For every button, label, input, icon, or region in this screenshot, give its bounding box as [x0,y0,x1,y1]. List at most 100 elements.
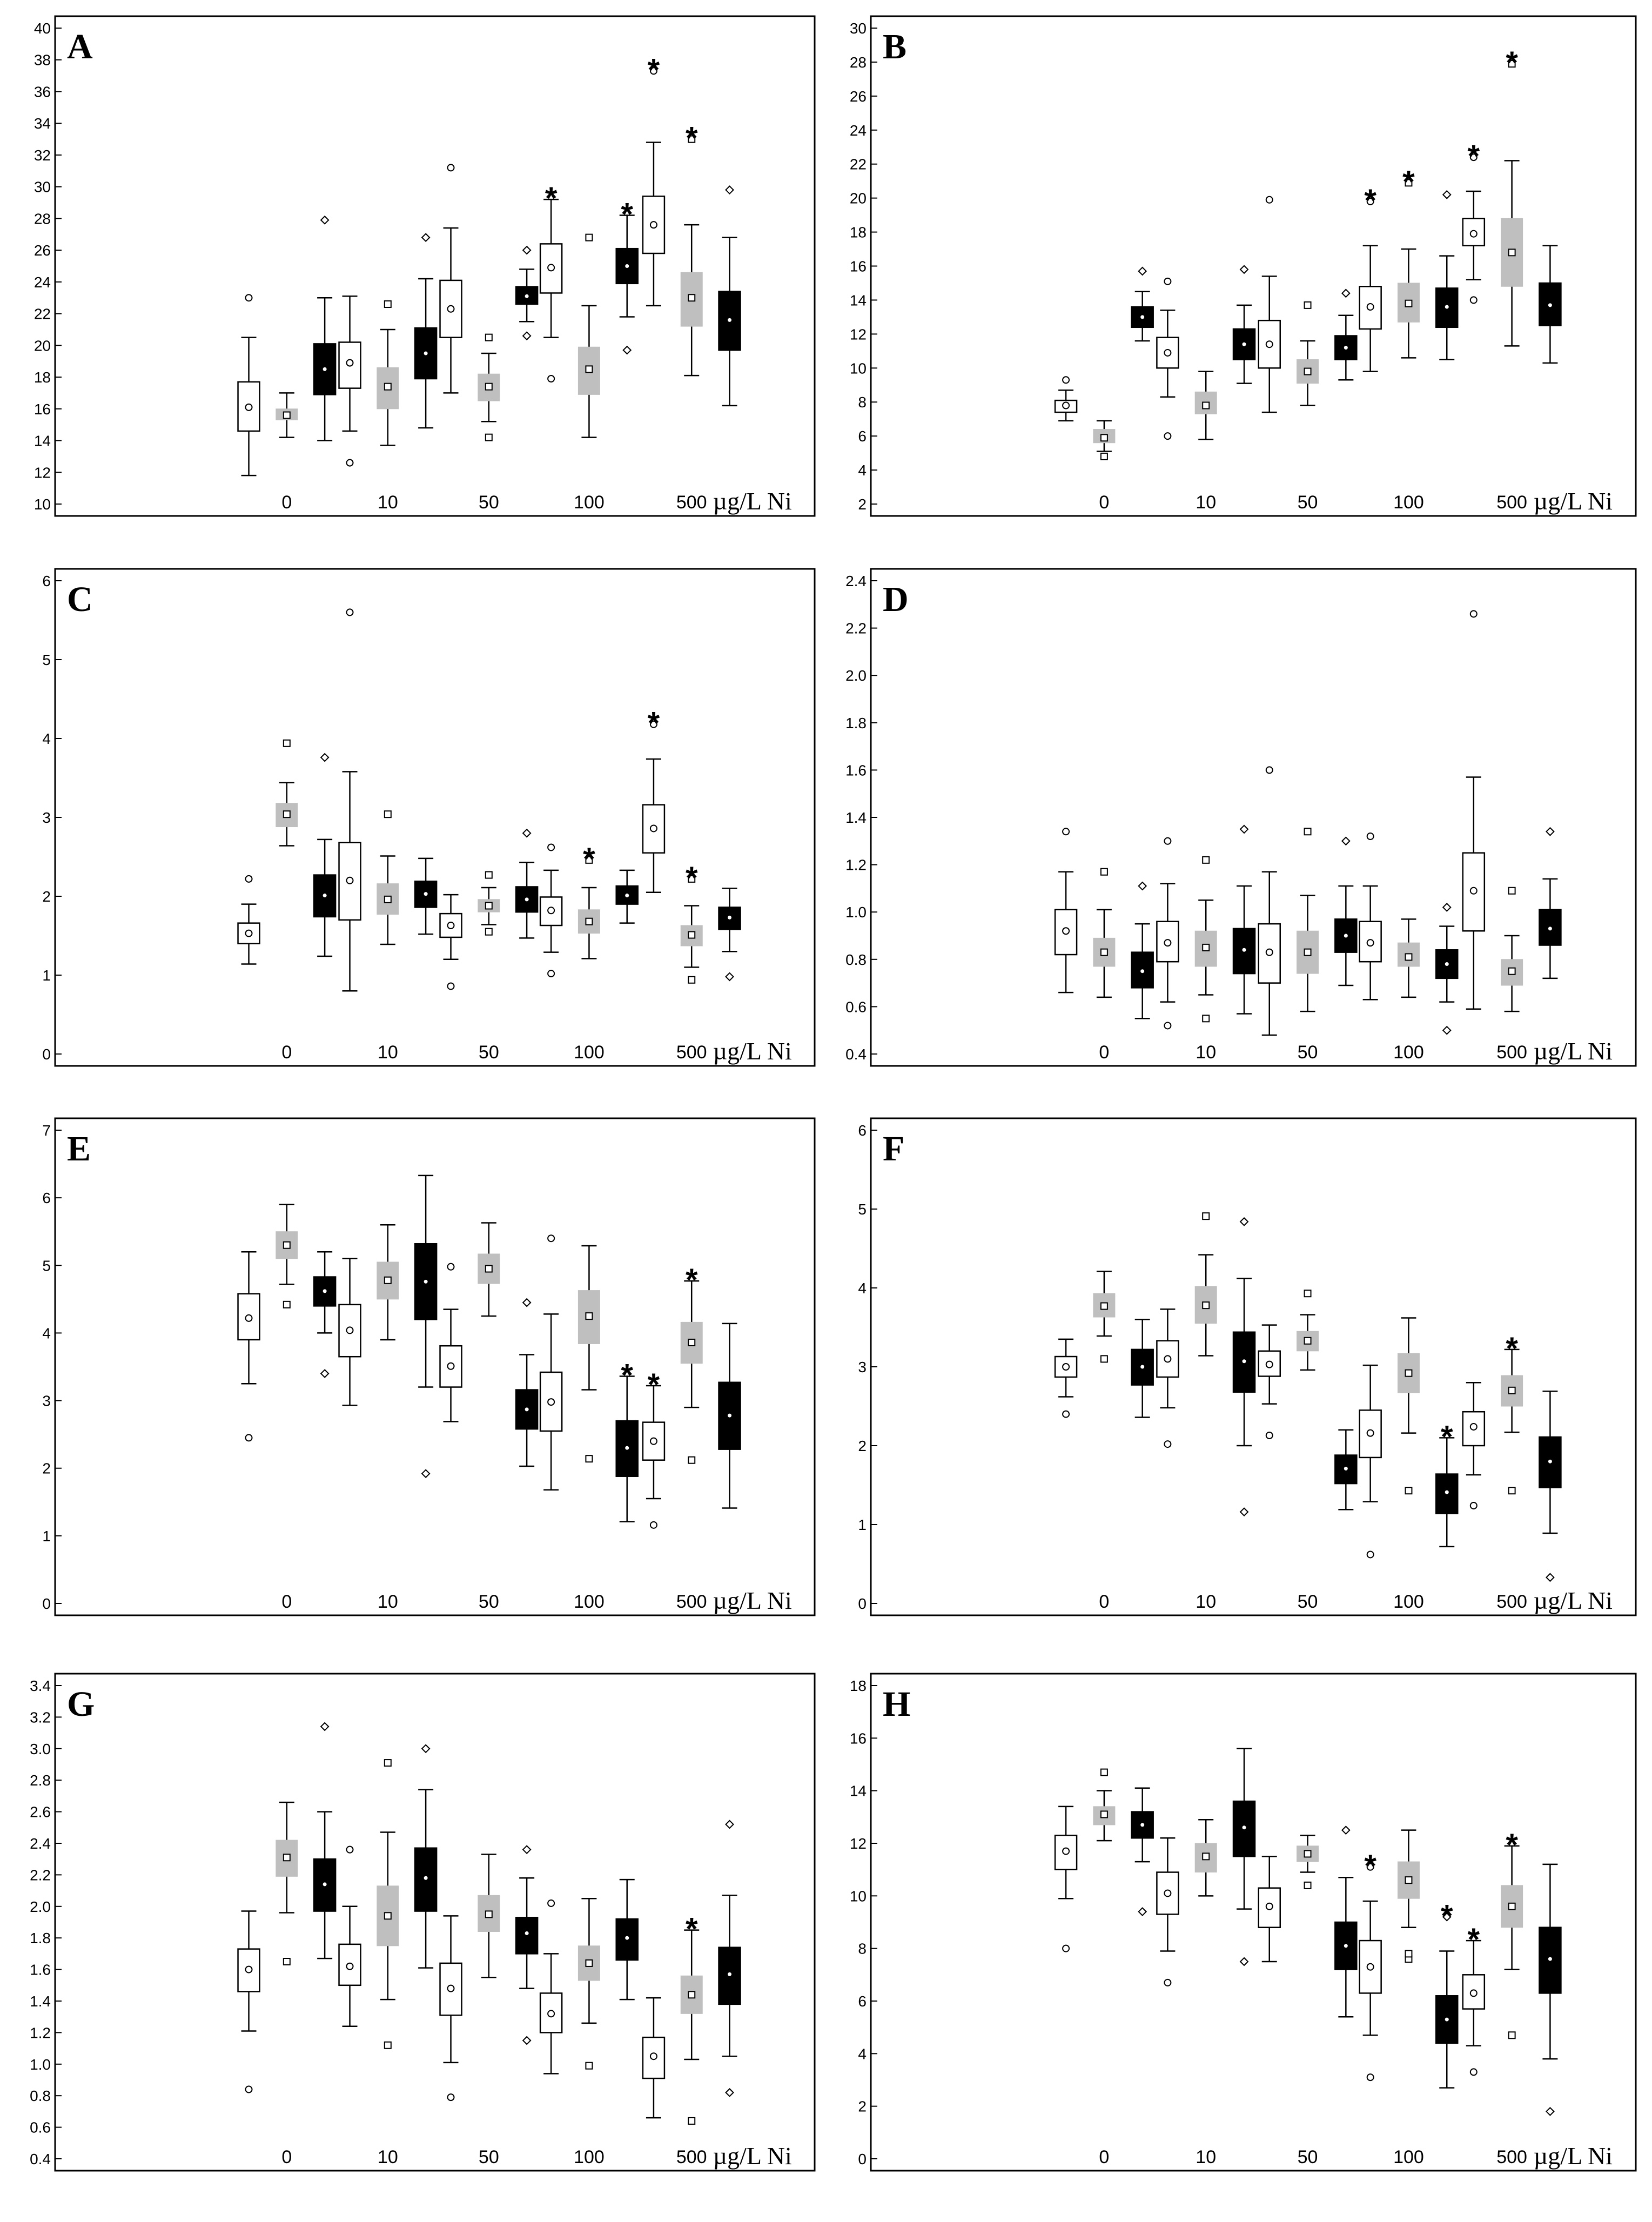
box-gray-100 [577,1897,600,2070]
box-gray-0 [276,739,298,847]
y-tick-label: 12 [850,326,867,343]
outlier-point [245,1434,253,1442]
box-open-50 [439,164,462,394]
outlier-point [688,1456,696,1464]
box-gray-10 [1194,371,1217,440]
outlier-point [1239,1957,1249,1966]
median-marker [1164,348,1172,357]
significance-asterisk: * [1441,1898,1453,1934]
median-marker [688,931,696,939]
outlier-point [1164,1022,1172,1030]
median-marker [485,902,493,910]
box-black-50 [1334,1429,1358,1511]
box-open-0 [1054,1338,1078,1418]
unit-label: µg/L Ni [1534,487,1613,515]
median-marker [728,1972,732,1976]
outlier-point [1508,2031,1516,2039]
category-label: 10 [1196,2147,1216,2167]
plot-frame [870,1673,1637,2172]
outlier-point [585,1455,593,1463]
significance-asterisk: * [545,181,558,216]
outlier-point [688,976,696,984]
outlier-point [1164,837,1172,845]
median-marker [1100,948,1108,956]
outlier-point [1366,833,1374,841]
box-open-50 [439,1263,462,1422]
panel-G: 0.4 0.6 0.8 1.0 1.2 1.4 1.6 1.8 2.0 2.2 2.4 2.6 2.8 3… [30,1673,816,2172]
y-tick-label: 4 [858,1280,867,1297]
median-marker [649,824,657,833]
median-marker [525,897,529,902]
significance-asterisk: * [648,706,660,741]
outlier-point [1100,1768,1108,1776]
median-marker [1344,1466,1348,1471]
median-marker [1062,927,1070,935]
outlier-point [688,135,696,143]
category-label: 500 [1496,2147,1527,2167]
median-marker [283,1241,291,1249]
box-gray-50 [1297,828,1319,1012]
box-open-10 [338,1258,361,1406]
category-label: 10 [378,492,398,513]
outlier-point [1138,1907,1147,1916]
outlier-point [1202,856,1210,864]
y-tick-label: 1 [42,1528,51,1545]
median-marker [585,1312,593,1320]
outlier-point [346,1845,354,1854]
outlier-point [688,875,696,883]
box-gray-0 [1093,1271,1116,1363]
y-tick-label: 2 [42,888,51,905]
median-marker [384,1276,392,1284]
box-gray-500: * [680,1912,703,2125]
box-black-10 [414,1174,438,1479]
category-label: 50 [479,1592,499,1612]
median-marker [547,2010,555,2018]
outlier-point [1508,1487,1516,1495]
median-marker [1366,939,1374,947]
category-label: 100 [574,492,605,513]
outlier-point [649,1521,657,1529]
box-gray-10 [1194,856,1217,1023]
category-label: 0 [281,2147,292,2167]
outlier-point [1100,1355,1108,1363]
outlier-point [1265,766,1273,774]
box-open-0 [237,875,260,965]
box-gray-100 [577,233,600,438]
box-gray-50 [478,1222,500,1317]
box-open-0 [1054,1805,1078,1952]
y-tick-label: 5 [42,652,51,668]
y-tick-label: 8 [858,394,867,411]
box-open-500: * [642,706,666,893]
y-tick-label: 2.4 [30,1835,51,1852]
median-marker [447,1984,455,1992]
category-label: 50 [1298,492,1318,513]
median-marker [649,2052,657,2060]
median-marker [1405,299,1413,307]
category-label: 100 [1393,1592,1424,1612]
outlier-point [283,1958,291,1965]
box-black-10 [1232,1217,1256,1517]
y-tick-label: 4 [42,1325,51,1341]
box-gray-100: * [1397,164,1420,359]
category-label: 100 [1393,2147,1424,2167]
outlier-point [1469,610,1478,618]
category-label: 10 [1196,492,1216,513]
median-marker [346,1962,354,1970]
y-tick-label: 2.2 [30,1867,51,1883]
median-marker [1445,1490,1449,1494]
category-label: 100 [574,1592,605,1612]
median-marker [323,1289,327,1293]
outlier-point [1469,296,1478,304]
outlier-point [384,300,392,308]
box-gray-500: * [1501,1828,1523,2039]
y-tick-label: 3 [858,1359,867,1375]
median-marker [1508,1386,1516,1394]
box-gray-10 [377,300,399,446]
box-black-500 [1539,1863,1562,2116]
y-tick-label: 18 [850,224,867,241]
median-marker [688,294,696,302]
median-marker [384,1912,392,1920]
median-marker [1304,1337,1312,1345]
median-marker [1265,1360,1273,1368]
